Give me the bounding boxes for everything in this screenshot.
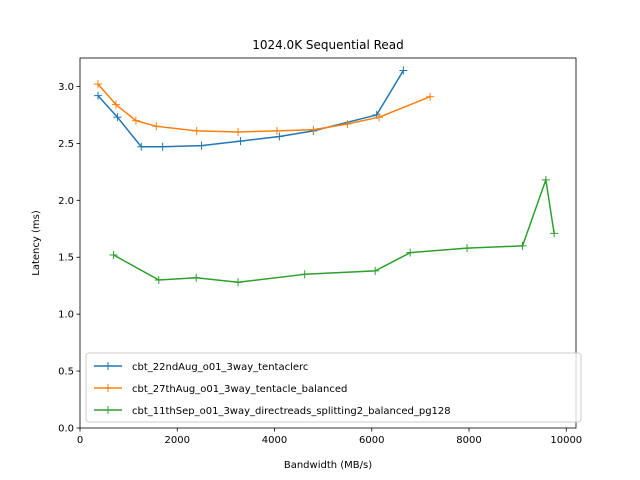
legend-swatch-marker (104, 384, 112, 392)
data-point-marker (197, 141, 206, 150)
data-point-marker (518, 241, 527, 250)
data-point-marker (158, 142, 167, 151)
y-tick-label: 3.0 (58, 82, 74, 93)
y-axis-title: Latency (ms) (31, 210, 42, 276)
data-point-marker (272, 126, 281, 135)
chart-title: 1024.0K Sequential Read (252, 38, 404, 52)
y-tick-label: 2.5 (58, 139, 74, 150)
data-point-marker (300, 270, 309, 279)
x-axis-title: Bandwidth (MB/s) (284, 460, 372, 471)
x-tick-label: 0 (77, 435, 83, 446)
legend-entry: cbt_22ndAug_o01_3way_tentaclerc (94, 362, 308, 373)
legend: cbt_22ndAug_o01_3way_tentaclerc cbt_27thA… (85, 352, 582, 423)
data-point-marker (399, 66, 408, 75)
legend-swatch-marker (104, 362, 112, 370)
legend-box (85, 352, 582, 423)
legend-label: cbt_22ndAug_o01_3way_tentaclerc (132, 362, 308, 373)
data-point-marker (131, 116, 140, 125)
x-tick-label: 8000 (456, 435, 481, 446)
data-point-marker (406, 248, 415, 257)
data-point-marker (550, 229, 559, 238)
data-point-marker (234, 128, 243, 136)
y-tick-label: 0.0 (58, 424, 74, 435)
data-point-marker (234, 278, 243, 287)
y-tick-label: 0.5 (58, 367, 74, 378)
data-point-marker (111, 100, 120, 109)
x-tick-label: 10000 (550, 435, 582, 446)
data-point-marker (275, 132, 284, 141)
data-point-marker (93, 91, 102, 100)
legend-label: cbt_11thSep_o01_3way_directreads_splitti… (132, 406, 451, 417)
y-tick-label: 2.0 (58, 196, 74, 207)
data-point-marker (137, 142, 146, 151)
data-point-marker (236, 137, 245, 146)
legend-entry: cbt_27thAug_o01_3way_tentacle_balanced (94, 384, 347, 395)
data-point-marker (371, 266, 380, 275)
data-point-marker (192, 126, 201, 135)
data-point-marker (343, 120, 352, 129)
data-point-marker (192, 273, 201, 282)
x-tick-label: 6000 (359, 435, 384, 446)
data-point-marker (93, 80, 102, 89)
legend-entry: cbt_11thSep_o01_3way_directreads_splitti… (94, 406, 451, 417)
data-point-marker (113, 113, 122, 122)
data-point-marker (152, 122, 161, 131)
plot-frame (79, 57, 577, 429)
axis-ticks: 0 2000 4000 6000 8000 10000 0.0 0.5 1.0 1.5 2.0 2.5… (58, 82, 582, 446)
data-point-marker (309, 125, 318, 134)
legend-swatch-marker (104, 406, 112, 414)
y-tick-label: 1.0 (58, 310, 74, 321)
data-point-marker (541, 175, 550, 184)
data-point-marker (109, 250, 118, 259)
data-point-marker (463, 244, 472, 253)
y-tick-label: 1.5 (58, 253, 74, 264)
data-point-marker (426, 92, 435, 101)
x-tick-label: 2000 (165, 435, 190, 446)
legend-label: cbt_27thAug_o01_3way_tentacle_balanced (132, 384, 347, 395)
data-point-marker (154, 276, 163, 284)
series-1 (93, 80, 435, 136)
series-line (97, 70, 405, 148)
plot-area (93, 66, 559, 287)
series-2 (109, 175, 559, 287)
series-0 (93, 66, 408, 151)
x-tick-label: 4000 (262, 435, 287, 446)
data-point-marker (375, 113, 384, 122)
